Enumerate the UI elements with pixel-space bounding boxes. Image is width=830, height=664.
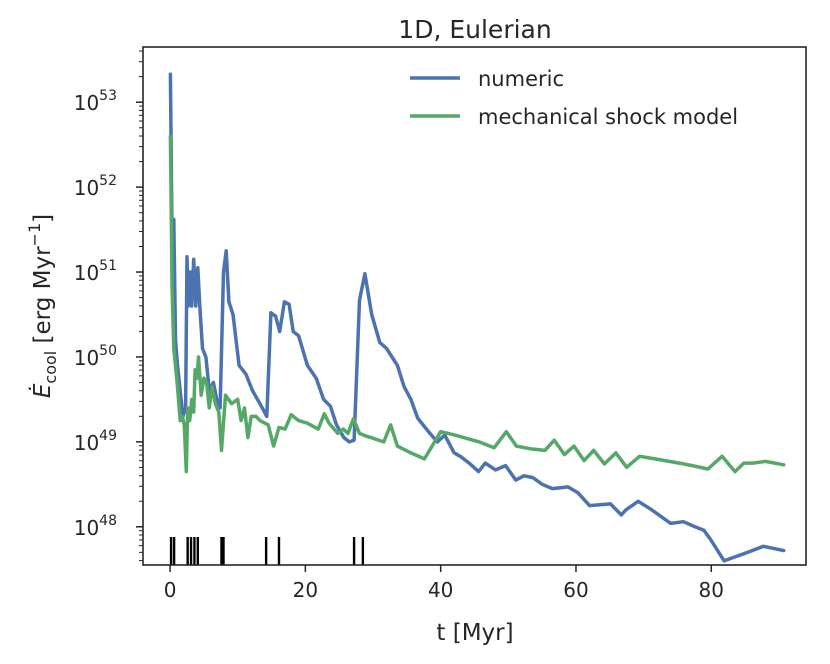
y-tick-label: 1053 xyxy=(74,88,117,115)
chart-title: 1D, Eulerian xyxy=(398,15,551,44)
y-tick-label: 1050 xyxy=(74,343,117,370)
legend: numeric mechanical shock model xyxy=(410,67,738,129)
legend-label-numeric: numeric xyxy=(478,67,564,91)
y-axis-label-unit: [erg Myr xyxy=(30,246,56,344)
y-axis: 1048 1049 1050 1051 1052 1053 xyxy=(74,50,143,562)
x-tick-label: 20 xyxy=(293,578,318,602)
y-axis-label-symbol: Ė xyxy=(28,383,56,398)
y-axis-label: Ėcool [erg Myr−1] xyxy=(25,214,60,398)
event-rug xyxy=(169,537,365,565)
series-line-numeric xyxy=(168,72,786,563)
y-tick-label: 1049 xyxy=(74,428,117,455)
y-tick-label: 1051 xyxy=(74,258,117,285)
legend-label-mechanical-shock-model: mechanical shock model xyxy=(478,105,738,129)
y-axis-label-close: ] xyxy=(30,214,56,223)
y-axis-label-exponent: −1 xyxy=(25,223,44,247)
x-axis-label: t [Myr] xyxy=(436,620,513,646)
x-tick-label: 40 xyxy=(428,578,453,602)
x-tick-label: 60 xyxy=(563,578,588,602)
y-tick-label: 1052 xyxy=(74,173,117,200)
series-layer xyxy=(168,72,786,563)
x-tick-label: 0 xyxy=(164,578,177,602)
series-line-mechanical-shock-model xyxy=(168,134,786,474)
y-tick-label: 1048 xyxy=(74,513,117,540)
x-tick-label: 80 xyxy=(699,578,724,602)
y-axis-label-subscript: cool xyxy=(41,351,60,384)
x-axis: 0 20 40 60 80 xyxy=(164,565,724,602)
